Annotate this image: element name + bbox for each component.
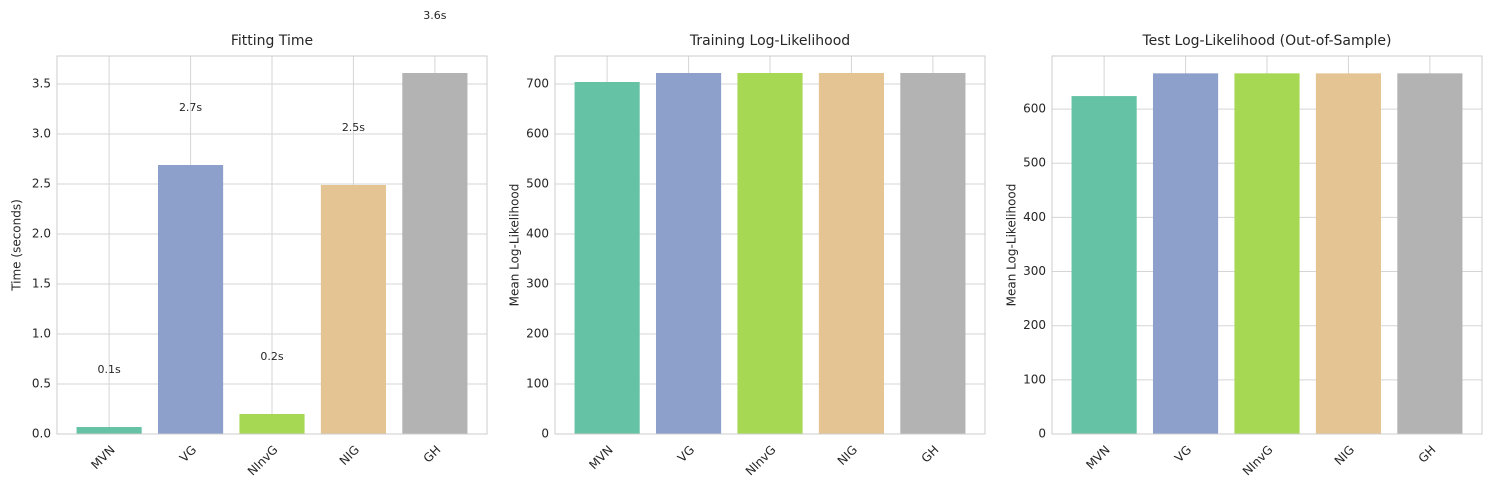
bar bbox=[655, 73, 722, 434]
y-tick-label: 700 bbox=[526, 77, 549, 91]
value-label: 0.1s bbox=[98, 363, 121, 376]
plot-frame bbox=[554, 55, 986, 435]
x-tick-label: MVN bbox=[586, 443, 615, 472]
chart-title: Training Log-Likelihood bbox=[689, 33, 850, 49]
y-tick-label: 200 bbox=[526, 327, 549, 341]
bar bbox=[574, 82, 640, 434]
bar bbox=[818, 73, 885, 434]
y-tick-label: 500 bbox=[526, 177, 549, 191]
x-tick-label: MVN bbox=[88, 443, 117, 472]
x-tick-label: VG bbox=[1172, 443, 1194, 465]
y-tick-label: 2.5 bbox=[32, 177, 51, 191]
y-axis-label: Time (seconds) bbox=[10, 199, 24, 292]
y-tick-label: 400 bbox=[526, 227, 549, 241]
y-tick-label: 0 bbox=[541, 427, 549, 441]
y-tick-label: 500 bbox=[1023, 156, 1046, 170]
x-tick-label: NIG bbox=[835, 443, 860, 468]
y-tick-label: 3.0 bbox=[32, 127, 51, 141]
y-tick-label: 0.5 bbox=[32, 377, 51, 391]
y-tick-label: 100 bbox=[1023, 372, 1046, 386]
bar bbox=[1315, 73, 1382, 434]
bar bbox=[239, 414, 305, 434]
plot-frame bbox=[56, 55, 488, 435]
x-tick-label: VG bbox=[675, 443, 697, 465]
x-tick-label: NIG bbox=[337, 443, 362, 468]
x-tick-label: NInvG bbox=[245, 443, 281, 479]
bar bbox=[900, 73, 966, 434]
y-axis-label: Mean Log-Likelihood bbox=[508, 184, 522, 307]
bar bbox=[737, 73, 803, 434]
y-tick-label: 200 bbox=[1023, 318, 1046, 332]
bar bbox=[1071, 96, 1137, 435]
y-axis-label: Mean Log-Likelihood bbox=[1005, 184, 1019, 307]
y-tick-label: 300 bbox=[526, 277, 549, 291]
x-tick-label: NIG bbox=[1332, 443, 1357, 468]
y-tick-label: 0 bbox=[1038, 427, 1046, 441]
y-tick-label: 0.0 bbox=[32, 427, 51, 441]
y-tick-label: 400 bbox=[1023, 210, 1046, 224]
x-tick-label: GH bbox=[919, 443, 942, 466]
x-tick-label: GH bbox=[1416, 443, 1439, 466]
x-tick-label: NInvG bbox=[1240, 443, 1276, 479]
y-tick-label: 300 bbox=[1023, 264, 1046, 278]
x-tick-label: NInvG bbox=[743, 443, 779, 479]
y-tick-label: 3.5 bbox=[32, 77, 51, 91]
y-tick-label: 100 bbox=[526, 377, 549, 391]
value-label: 2.5s bbox=[342, 121, 365, 134]
y-tick-label: 600 bbox=[526, 127, 549, 141]
bar bbox=[157, 165, 224, 434]
plot-frame bbox=[1051, 55, 1483, 435]
bar bbox=[76, 427, 142, 434]
y-tick-label: 2.0 bbox=[32, 227, 51, 241]
x-tick-label: GH bbox=[421, 443, 444, 466]
chart-title: Fitting Time bbox=[231, 33, 313, 49]
chart-title: Test Log-Likelihood (Out-of-Sample) bbox=[1142, 33, 1392, 49]
y-tick-label: 1.5 bbox=[32, 277, 51, 291]
value-label: 0.2s bbox=[260, 350, 283, 363]
chart: 0.0 0.5 1.0 1.5 2.0 2.5 3.0 3.5 0.1s MVN 2.7s VG 0.2… bbox=[10, 9, 488, 478]
value-label: 2.7s bbox=[179, 101, 202, 114]
y-tick-label: 600 bbox=[1023, 102, 1046, 116]
bar bbox=[402, 73, 468, 434]
bar bbox=[1152, 73, 1219, 434]
x-tick-label: MVN bbox=[1083, 443, 1112, 472]
bar bbox=[320, 185, 387, 434]
bar bbox=[1397, 73, 1463, 434]
chart: 0 100 200 300 400 500 600 700 MVN VG NInvG NIG GH Tra… bbox=[508, 33, 986, 478]
x-tick-label: VG bbox=[177, 443, 199, 465]
bar bbox=[1234, 73, 1300, 434]
chart: 0 100 200 300 400 500 600 MVN VG NInvG NIG GH Test L… bbox=[1005, 33, 1483, 478]
value-label: 3.6s bbox=[423, 9, 446, 22]
y-tick-label: 1.0 bbox=[32, 327, 51, 341]
